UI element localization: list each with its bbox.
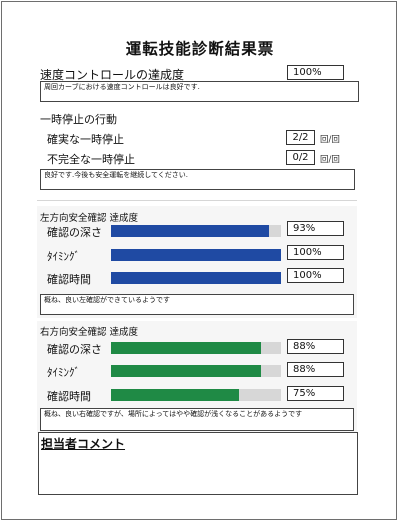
left-time-label: 確認時間 [47,273,91,286]
left-depth-label: 確認の深さ [47,226,102,239]
speed-comment: 周回カーブにおける速度コントロールは良好です. [40,81,359,102]
right-check-comment: 概ね、良い右確認ですが、場所によってはやや確認が浅くなることがあるようです [40,408,354,431]
right-timing-bar [111,365,281,377]
left-timing-fill [111,249,281,261]
stop-row-incomplete-value: 0/2 [286,150,315,165]
left-check-title: 左方向安全確認 達成度 [40,213,139,224]
stop-row-incomplete-label: 不完全な一時停止 [47,153,135,166]
right-timing-label: ﾀｲﾐﾝｸﾞ [47,366,80,379]
left-time-bar [111,272,281,284]
speed-value: 100% [287,65,344,80]
right-timing-value: 88% [287,362,344,377]
left-time-fill [111,272,281,284]
left-timing-value: 100% [287,245,344,260]
section-divider [37,200,357,201]
right-depth-bar [111,342,281,354]
report-title: 運転技能診断結果票 [125,40,275,58]
stop-row-certain-value: 2/2 [286,130,315,145]
right-depth-value: 88% [287,339,344,354]
left-time-value: 100% [287,268,344,283]
stop-heading: 一時停止の行動 [40,113,117,126]
right-time-bar [111,389,281,401]
right-depth-fill [111,342,261,354]
left-timing-bar [111,249,281,261]
speed-label: 速度コントロールの達成度 [40,68,185,82]
right-time-value: 75% [287,386,344,401]
left-check-comment: 概ね、良い左確認ができているようです [40,294,354,315]
left-depth-value: 93% [287,221,344,236]
right-time-label: 確認時間 [47,390,91,403]
left-depth-fill [111,225,270,237]
right-check-title: 右方向安全確認 達成度 [40,327,139,338]
right-timing-fill [111,365,261,377]
stop-row-certain-unit: 回/回 [320,135,340,145]
stop-row-incomplete-unit: 回/回 [320,155,340,165]
right-depth-label: 確認の深さ [47,343,102,356]
left-timing-label: ﾀｲﾐﾝｸﾞ [47,250,80,263]
right-time-fill [111,389,239,401]
stop-row-certain-label: 確実な一時停止 [47,133,124,146]
stop-comment: 良好です.今後も安全運転を継続してください. [40,169,355,190]
staff-comment-heading: 担当者コメント [41,437,126,451]
left-depth-bar [111,225,281,237]
staff-comment-box[interactable] [38,432,358,495]
